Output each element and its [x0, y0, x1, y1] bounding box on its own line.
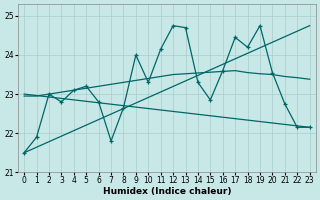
X-axis label: Humidex (Indice chaleur): Humidex (Indice chaleur): [103, 187, 231, 196]
